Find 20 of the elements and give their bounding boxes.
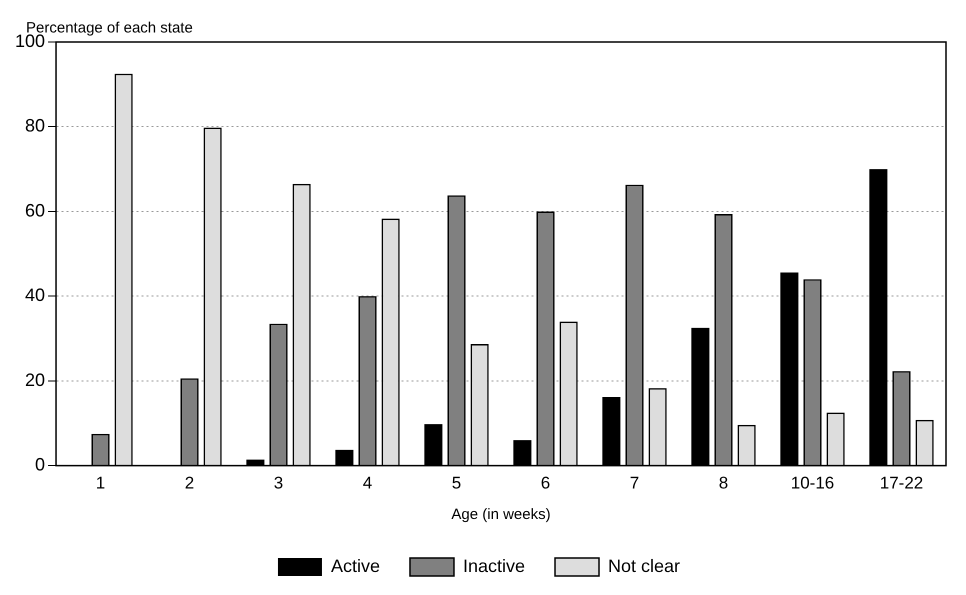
- y-tick-label: 40: [25, 285, 46, 306]
- x-axis-title: Age (in weeks): [451, 506, 551, 524]
- x-tick-label: 3: [274, 473, 284, 492]
- legend-label: Inactive: [462, 556, 526, 576]
- x-tick-label: 2: [184, 473, 194, 492]
- x-tick-label: 10-16: [790, 473, 834, 492]
- x-tick-label: 8: [718, 473, 728, 492]
- legend-label: Active: [330, 556, 380, 576]
- y-tick-label: 0: [35, 454, 46, 475]
- y-tick-label: 20: [25, 370, 46, 390]
- legend-label: Not clear: [608, 556, 680, 576]
- x-tick-label: 4: [362, 473, 372, 492]
- x-tick-label: 6: [540, 473, 550, 492]
- y-axis-title: Percentage of each state: [26, 20, 193, 37]
- x-tick-label: 7: [630, 473, 640, 492]
- y-tick-label: 60: [25, 200, 46, 220]
- x-tick-label: 17-22: [880, 473, 924, 492]
- x-tick-label: 1: [96, 473, 106, 492]
- x-tick-label: 5: [452, 473, 462, 492]
- y-tick-label: 80: [25, 116, 46, 136]
